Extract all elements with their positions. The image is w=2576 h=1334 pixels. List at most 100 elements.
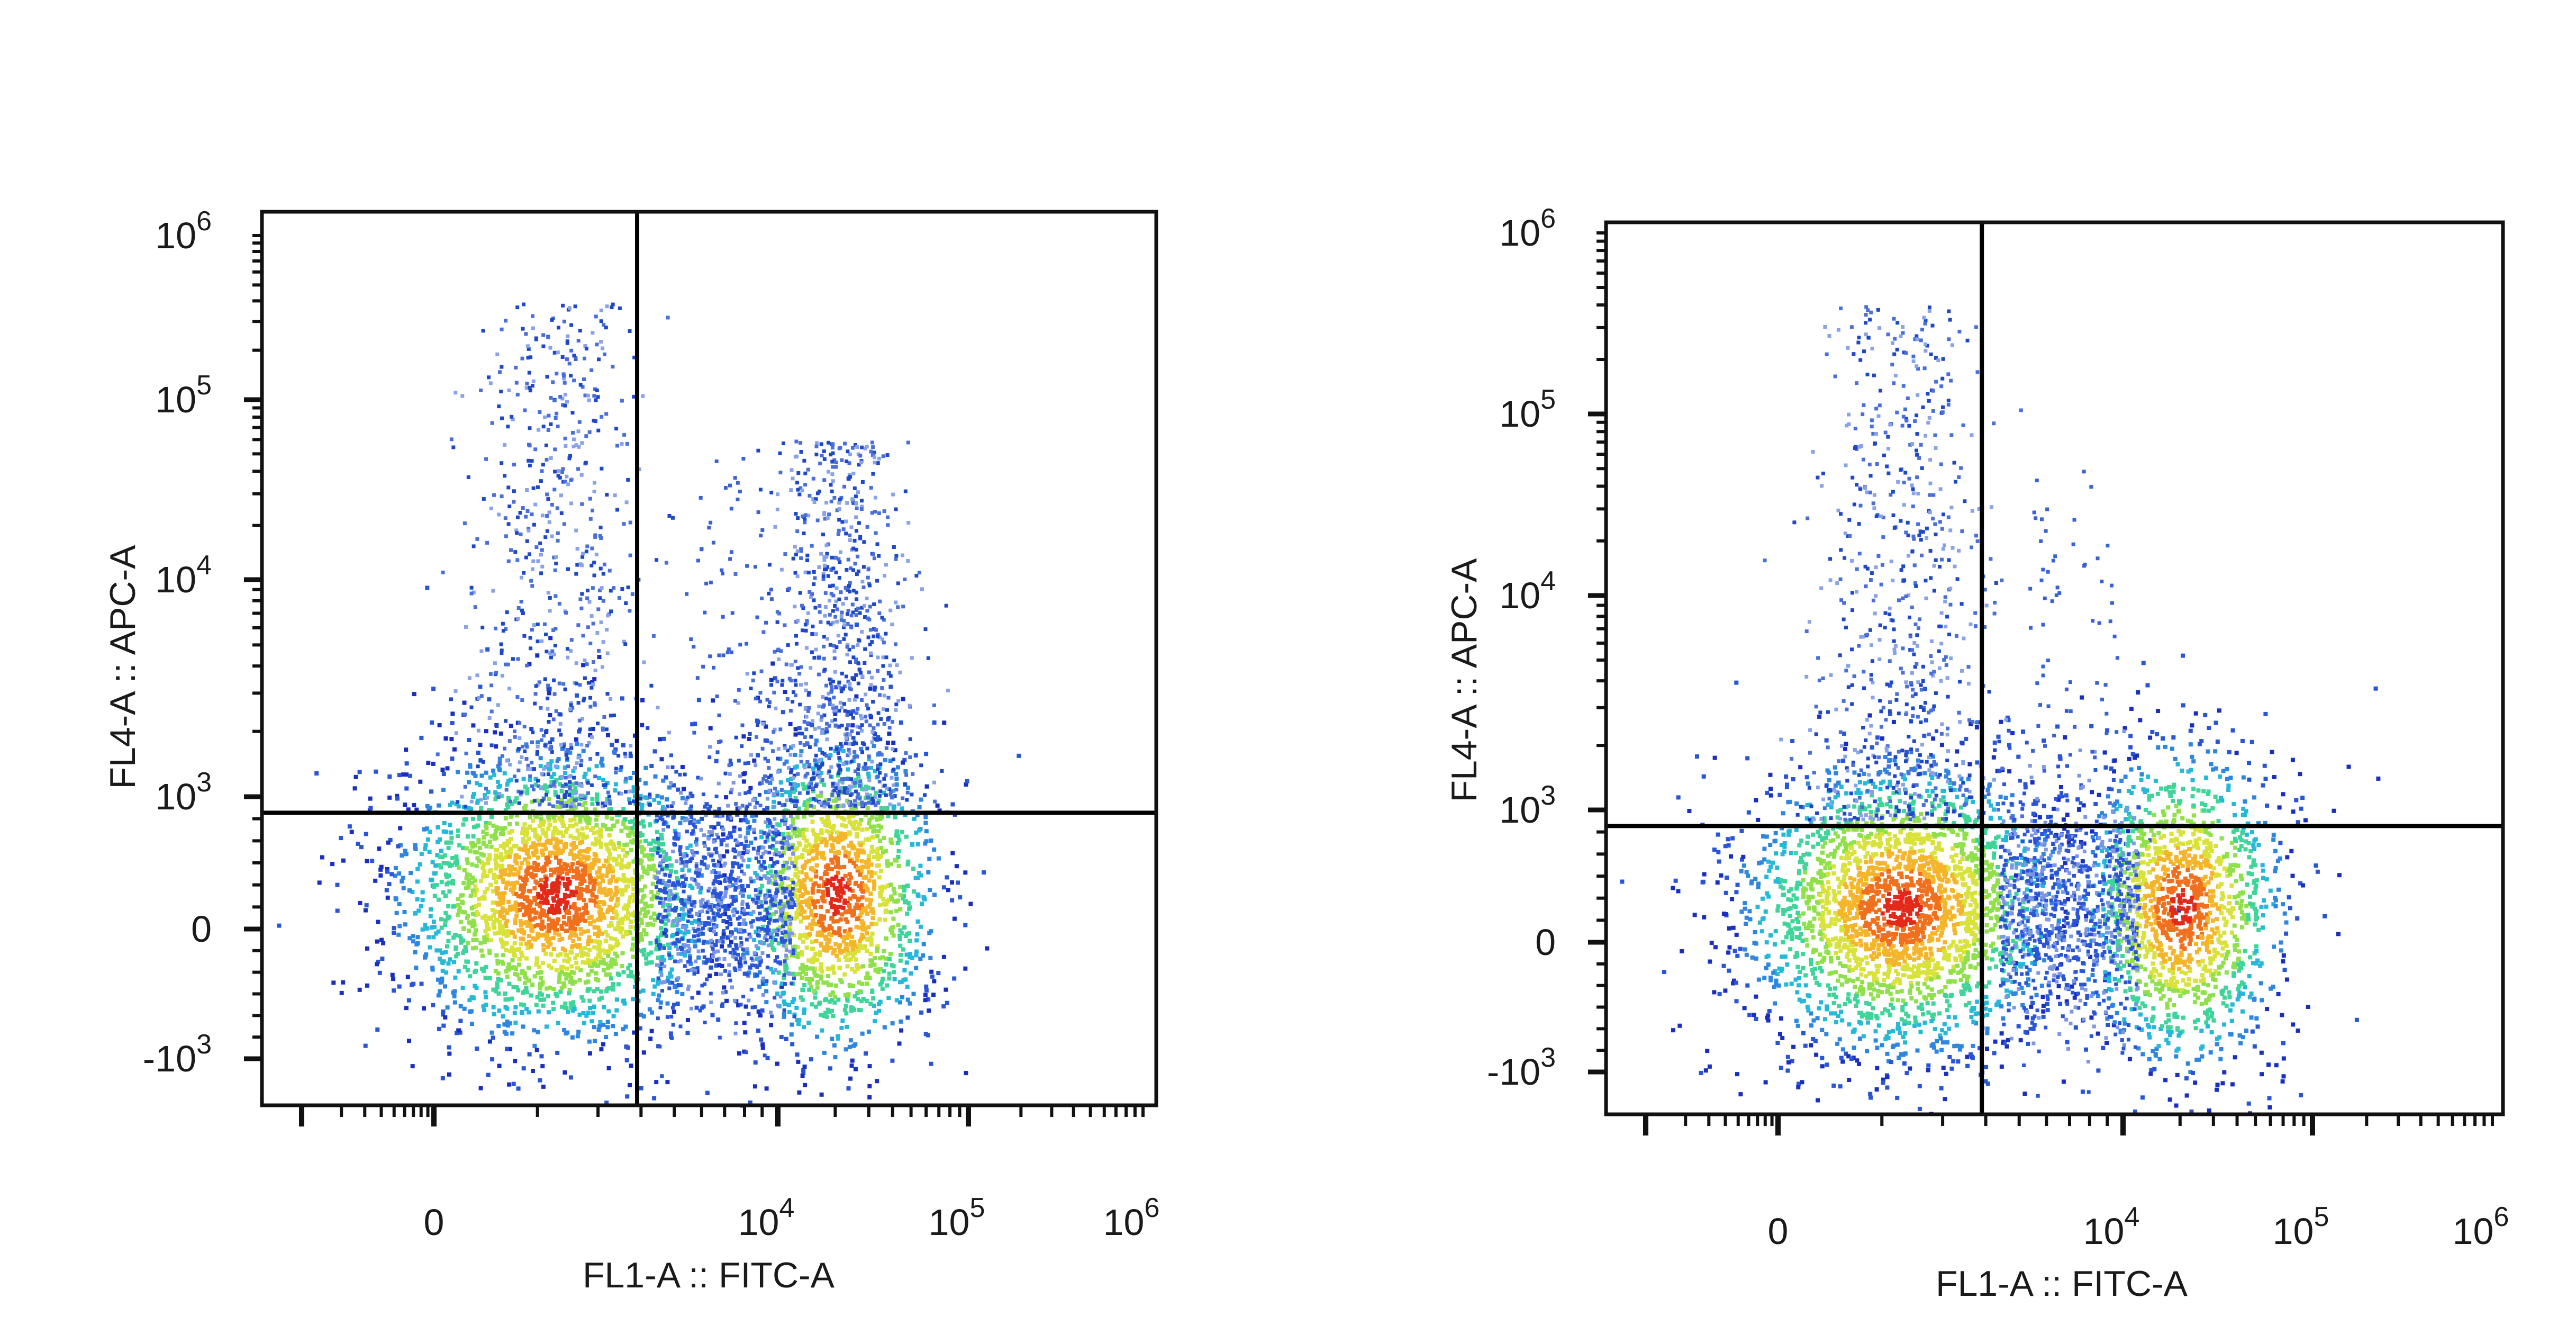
scatter-point	[611, 1014, 616, 1018]
scatter-point	[648, 941, 653, 945]
scatter-point	[678, 821, 683, 825]
scatter-point	[365, 983, 369, 988]
scatter-point	[876, 735, 881, 740]
scatter-point	[875, 579, 879, 583]
scatter-point	[482, 835, 486, 840]
scatter-point	[578, 968, 583, 972]
scatter-point	[821, 1013, 826, 1018]
scatter-point	[606, 1066, 611, 1070]
scatter-point	[932, 703, 936, 707]
scatter-point	[614, 858, 619, 862]
scatter-point	[834, 875, 839, 879]
scatter-point	[521, 1024, 525, 1029]
scatter-point	[597, 929, 602, 933]
scatter-point	[791, 476, 795, 481]
scatter-point	[828, 584, 832, 588]
scatter-point	[545, 785, 549, 789]
scatter-point	[525, 946, 530, 951]
scatter-point	[782, 762, 786, 766]
scatter-point	[837, 794, 841, 798]
scatter-point	[867, 1064, 872, 1069]
scatter-point	[824, 828, 829, 833]
scatter-point	[837, 771, 841, 776]
scatter-point	[840, 786, 845, 791]
scatter-point	[869, 485, 873, 490]
scatter-point	[845, 952, 850, 957]
scatter-point	[845, 1024, 849, 1029]
scatter-point	[817, 920, 822, 924]
scatter-point	[751, 879, 756, 884]
scatter-point	[797, 971, 802, 976]
scatter-point	[843, 741, 848, 745]
scatter-point	[538, 915, 543, 920]
scatter-point	[386, 840, 391, 845]
scatter-point	[587, 847, 592, 851]
scatter-point	[639, 935, 643, 940]
scatter-point	[912, 816, 917, 821]
scatter-point	[527, 903, 532, 908]
scatter-point	[910, 842, 914, 846]
scatter-point	[388, 837, 393, 842]
scatter-point	[507, 866, 512, 870]
scatter-point	[627, 899, 632, 904]
scatter-point	[769, 857, 774, 861]
scatter-point	[758, 488, 763, 492]
scatter-point	[810, 632, 814, 636]
scatter-point	[885, 708, 889, 712]
scatter-point	[686, 949, 691, 954]
scatter-point	[378, 867, 383, 872]
scatter-point	[516, 947, 521, 951]
scatter-point	[782, 1012, 786, 1016]
scatter-point	[447, 1045, 451, 1050]
scatter-point	[845, 567, 849, 572]
scatter-point	[457, 843, 462, 848]
scatter-point	[498, 926, 503, 931]
scatter-point	[749, 753, 753, 757]
scatter-point	[505, 911, 510, 915]
scatter-point	[637, 858, 642, 862]
scatter-point	[640, 698, 645, 702]
scatter-point	[879, 825, 884, 830]
scatter-point	[860, 445, 864, 449]
scatter-point	[540, 920, 545, 924]
scatter-point	[850, 967, 854, 971]
scatter-point	[613, 937, 618, 942]
scatter-point	[829, 825, 834, 830]
scatter-point	[756, 696, 760, 700]
scatter-point	[819, 620, 823, 624]
scatter-point	[605, 781, 610, 785]
scatter-point	[795, 529, 800, 534]
scatter-point	[815, 833, 820, 837]
scatter-point	[899, 720, 903, 725]
scatter-point	[623, 779, 628, 784]
scatter-point	[796, 905, 801, 909]
scatter-point	[842, 972, 847, 977]
scatter-point	[941, 1004, 946, 1009]
scatter-point	[473, 773, 478, 778]
scatter-point	[512, 953, 517, 958]
scatter-point	[859, 671, 863, 675]
scatter-point	[420, 890, 425, 895]
scatter-point	[467, 873, 472, 878]
scatter-point	[826, 893, 831, 897]
scatter-point	[795, 882, 800, 887]
scatter-point	[833, 604, 837, 608]
scatter-point	[629, 1063, 633, 1068]
scatter-point	[491, 987, 496, 992]
scatter-point	[827, 440, 830, 445]
scatter-point	[817, 655, 821, 660]
scatter-point	[641, 952, 646, 957]
scatter-point	[871, 700, 875, 704]
scatter-point	[859, 716, 864, 720]
scatter-point	[932, 720, 937, 725]
scatter-point	[694, 840, 699, 844]
scatter-point	[871, 996, 876, 1000]
scatter-point	[570, 981, 575, 986]
scatter-point	[822, 656, 826, 661]
scatter-point	[905, 790, 910, 795]
scatter-point	[924, 784, 929, 789]
scatter-point	[746, 843, 750, 848]
scatter-point	[799, 760, 803, 764]
scatter-point	[581, 663, 586, 668]
